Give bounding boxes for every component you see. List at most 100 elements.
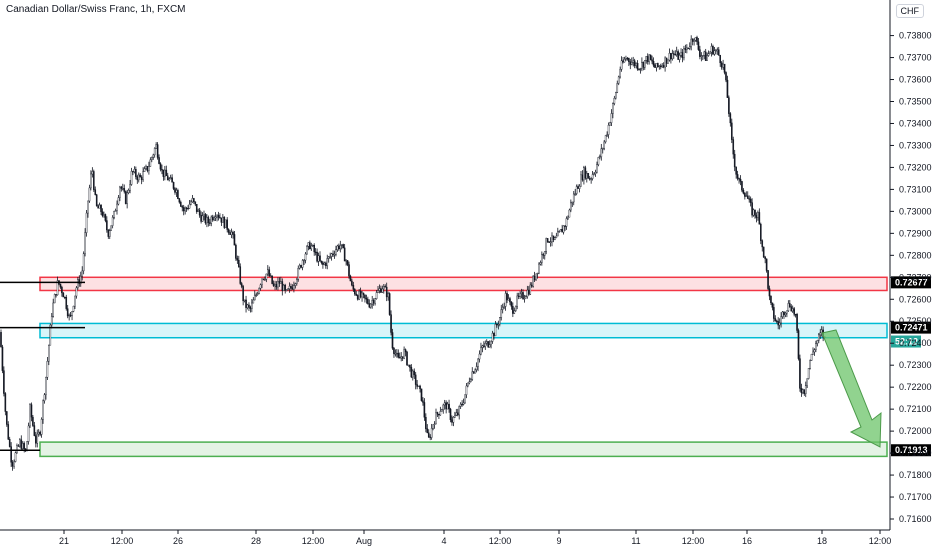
candle-body <box>504 293 507 307</box>
candle-body <box>174 188 176 193</box>
xtick-label: 21 <box>59 536 69 546</box>
candle-body <box>490 341 492 345</box>
candle-body <box>340 244 343 246</box>
candle-body <box>725 72 727 81</box>
candle-body <box>358 290 360 300</box>
candle-body <box>381 288 384 293</box>
candle-body <box>488 344 491 348</box>
zones <box>39 276 888 458</box>
candle-body <box>420 388 423 401</box>
candle-body <box>639 68 642 70</box>
down-arrow-shape[interactable] <box>821 329 882 448</box>
candle-body <box>281 281 284 291</box>
ytick-label: 0.73800 <box>899 31 932 41</box>
candle-body <box>267 269 269 275</box>
candle-body <box>188 204 191 209</box>
candle-body <box>529 284 532 295</box>
candle-body <box>417 385 420 387</box>
candle-body <box>583 167 585 181</box>
candle-body <box>371 300 374 305</box>
candle-body <box>71 311 73 317</box>
candle-body <box>586 173 588 179</box>
candle-body <box>156 144 159 158</box>
candle-body <box>148 166 150 171</box>
candle-body <box>162 169 165 177</box>
candle-body <box>781 311 784 317</box>
candle-body <box>519 293 521 297</box>
candle-body <box>742 190 745 194</box>
currency-button[interactable]: CHF <box>895 4 924 18</box>
candle-body <box>297 268 300 280</box>
candle-body <box>17 445 20 447</box>
candle-body <box>499 317 501 325</box>
candle-body <box>139 174 142 178</box>
candle-body <box>380 288 382 293</box>
candle-body <box>223 216 226 228</box>
candle-body <box>514 305 517 311</box>
candle-body <box>384 286 387 288</box>
candle-body <box>786 310 788 314</box>
candle-body <box>249 306 252 309</box>
candle-body <box>512 306 514 314</box>
candle-body <box>700 55 703 57</box>
candle-body <box>201 215 204 222</box>
candle-body <box>552 235 555 241</box>
candle-body <box>731 122 733 140</box>
candle-body <box>69 314 72 317</box>
candle-body <box>0 332 2 348</box>
candle-body <box>736 174 739 179</box>
candle-body <box>668 53 671 61</box>
candle-body <box>14 452 17 462</box>
candle-body <box>61 286 63 294</box>
resistance-zone[interactable] <box>39 276 888 292</box>
candle-body <box>533 275 536 281</box>
candle-body <box>780 316 782 324</box>
candle-body <box>704 51 707 61</box>
candle-body <box>478 353 481 360</box>
candle-body <box>265 273 268 280</box>
candle-body <box>107 229 110 237</box>
candle-body <box>567 216 569 219</box>
candle-body <box>409 364 411 368</box>
candle-body <box>699 49 701 57</box>
candle-body <box>694 37 697 41</box>
candle-body <box>153 148 156 156</box>
candle-body <box>623 59 626 63</box>
candle-body <box>657 63 659 67</box>
candle-body <box>464 394 466 404</box>
ytick-label: 0.72500 <box>899 316 932 326</box>
projection-arrow[interactable] <box>821 329 882 448</box>
candles <box>0 35 826 471</box>
candle-body <box>352 284 355 290</box>
candle-body <box>336 245 339 250</box>
candle-body <box>368 303 371 308</box>
candle-body <box>393 348 395 354</box>
candle-body <box>378 288 381 291</box>
candle-body <box>423 402 426 418</box>
candle-body <box>21 443 24 449</box>
candle-body <box>745 195 748 197</box>
candle-body <box>796 314 798 331</box>
candle-body <box>210 216 213 224</box>
candle-body <box>562 225 565 233</box>
candle-body <box>677 51 679 60</box>
time-axis[interactable]: 21 12:00 26 28 12:00 Aug 4 12:00 9 11 12:00 16 18 12:… <box>0 529 891 546</box>
price-axis[interactable]: 0.71600 0.71700 0.71800 0.71900 0.72000 0.721… <box>889 0 932 530</box>
support-zone[interactable] <box>39 441 888 458</box>
candle-body <box>262 278 265 280</box>
candle-body <box>285 289 288 291</box>
candle-body <box>288 286 291 290</box>
candle-body <box>72 305 75 312</box>
candle-body <box>5 411 8 425</box>
candle-body <box>111 217 114 226</box>
candle-body <box>81 270 83 277</box>
candle-body <box>367 299 369 304</box>
candle-body <box>422 400 424 403</box>
candle-body <box>142 171 144 180</box>
candle-body <box>296 279 298 284</box>
candle-body <box>169 177 172 179</box>
mid-zone[interactable] <box>39 322 888 339</box>
candle-body <box>613 97 616 104</box>
candle-body <box>172 182 175 189</box>
